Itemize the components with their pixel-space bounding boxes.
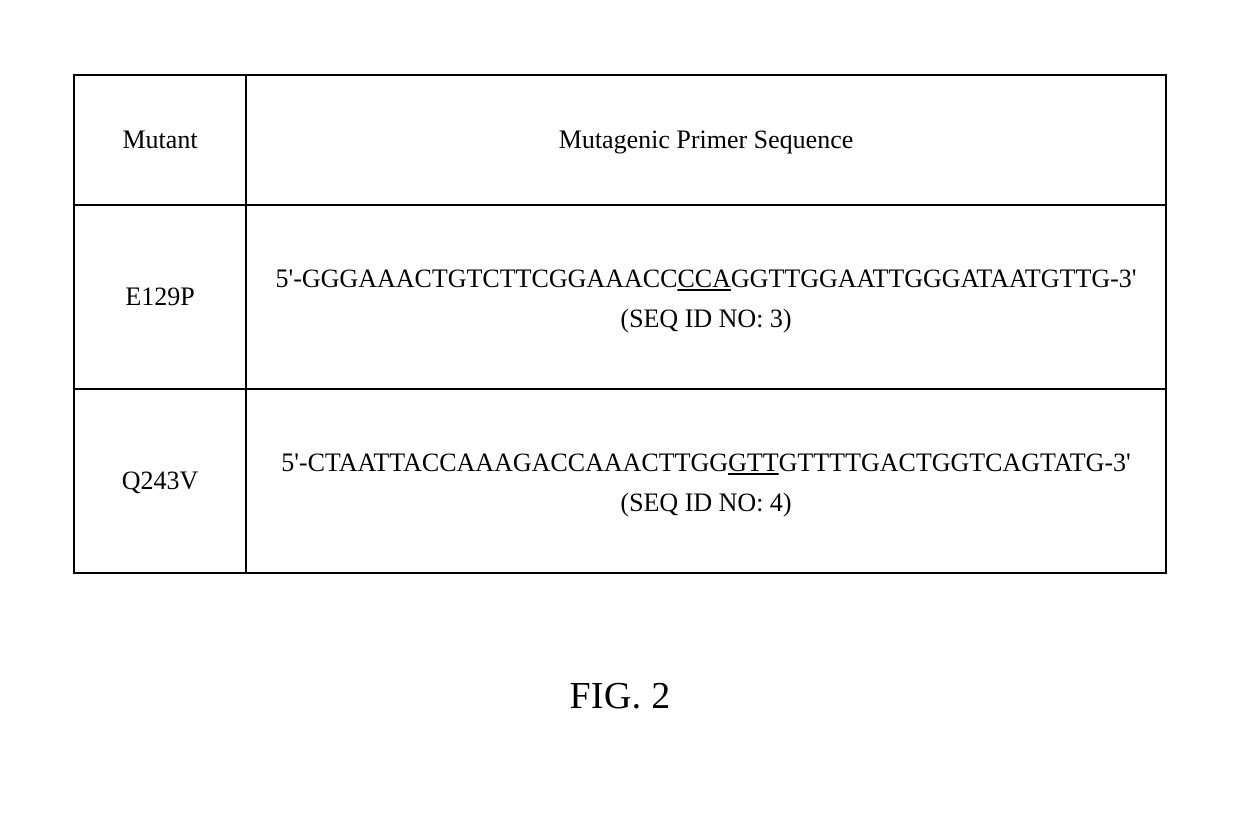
mutant-cell: E129P (74, 205, 246, 389)
header-sequence: Mutagenic Primer Sequence (246, 75, 1166, 205)
header-mutant: Mutant (74, 75, 246, 205)
seq-prefix: 5'-CTAATTACCAAAGACCAAACTTGG (281, 448, 728, 477)
mutagenic-codon: CCA (677, 264, 730, 293)
table-row: E129P 5'-GGGAAACTGTCTTCGGAAACCCCAGGTTGGA… (74, 205, 1166, 389)
table-row: Q243V 5'-CTAATTACCAAAGACCAAACTTGGGTTGTTT… (74, 389, 1166, 573)
mutant-cell: Q243V (74, 389, 246, 573)
sequence-cell: 5'-CTAATTACCAAAGACCAAACTTGGGTTGTTTTGACTG… (246, 389, 1166, 573)
figure-caption: FIG. 2 (0, 674, 1240, 718)
seq-id-label: (SEQ ID NO: 4) (247, 483, 1165, 523)
seq-suffix: GGTTGGAATTGGGATAATGTTG-3' (731, 264, 1137, 293)
mutagenic-codon: GTT (728, 448, 779, 477)
primer-sequence: 5'-GGGAAACTGTCTTCGGAAACCCCAGGTTGGAATTGGG… (247, 259, 1165, 299)
sequence-cell: 5'-GGGAAACTGTCTTCGGAAACCCCAGGTTGGAATTGGG… (246, 205, 1166, 389)
seq-id-label: (SEQ ID NO: 3) (247, 299, 1165, 339)
table-header-row: Mutant Mutagenic Primer Sequence (74, 75, 1166, 205)
primer-sequence: 5'-CTAATTACCAAAGACCAAACTTGGGTTGTTTTGACTG… (247, 443, 1165, 483)
seq-prefix: 5'-GGGAAACTGTCTTCGGAAACC (276, 264, 678, 293)
primer-table: Mutant Mutagenic Primer Sequence E129P 5… (73, 74, 1167, 574)
seq-suffix: GTTTTGACTGGTCAGTATG-3' (779, 448, 1131, 477)
figure-page: Mutant Mutagenic Primer Sequence E129P 5… (0, 0, 1240, 817)
